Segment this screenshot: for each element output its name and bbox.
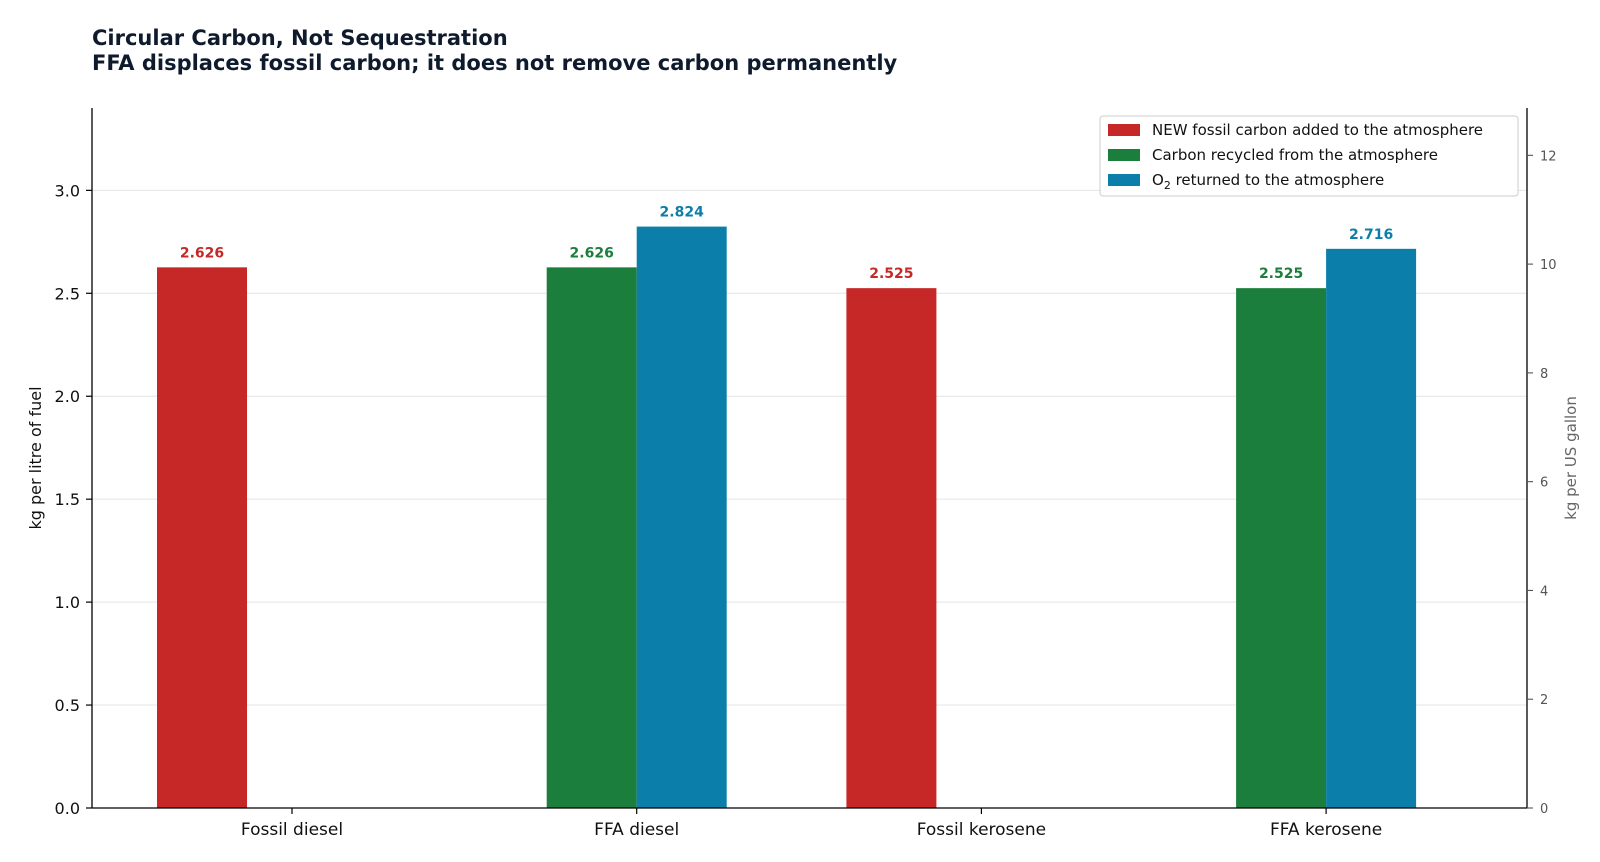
- legend: NEW fossil carbon added to the atmospher…: [1099, 115, 1519, 197]
- legend-label: Carbon recycled from the atmosphere: [1152, 146, 1438, 164]
- legend-label-part: O: [1152, 171, 1164, 189]
- chart-title: Circular Carbon, Not Sequestration: [92, 26, 508, 50]
- y2-axis-ticks: 0 2 4 6 8 10 12: [1527, 149, 1557, 817]
- y2-tick-label: 10: [1540, 258, 1557, 273]
- legend-swatch: [1108, 149, 1140, 161]
- y2-tick-label: 4: [1540, 584, 1548, 599]
- legend-label: NEW fossil carbon added to the atmospher…: [1152, 121, 1483, 139]
- bar-value-label: 2.525: [869, 266, 913, 282]
- bar: [846, 288, 937, 808]
- y-axis-title: kg per litre of fuel: [26, 386, 45, 529]
- y-tick-label: 0.0: [55, 799, 80, 818]
- y2-tick-label: 12: [1540, 149, 1557, 164]
- legend-label-part: returned to the atmosphere: [1171, 171, 1384, 189]
- x-axis-ticks: Fossil diesel FFA diesel Fossil kerosene FF…: [241, 808, 1382, 840]
- bar-value-label: 2.824: [660, 205, 705, 221]
- chart-subtitle: FFA displaces fossil carbon; it does not…: [92, 51, 898, 75]
- bar: [636, 226, 727, 808]
- bar-value-label: 2.525: [1259, 266, 1303, 282]
- y2-tick-label: 2: [1540, 693, 1548, 708]
- legend-label-subscript: 2: [1164, 179, 1171, 192]
- y-tick-label: 1.5: [55, 490, 80, 509]
- y-tick-label: 0.5: [55, 696, 80, 715]
- y-tick-label: 1.0: [55, 593, 80, 612]
- value-labels: 2.626 2.525 2.626 2.525 2.824 2.716: [180, 205, 1393, 283]
- legend-swatch: [1108, 174, 1140, 186]
- y2-tick-label: 0: [1540, 802, 1548, 817]
- bar: [1326, 248, 1417, 808]
- bars: [157, 226, 1417, 809]
- bar-value-label: 2.626: [570, 245, 614, 261]
- legend-box: [1099, 115, 1519, 197]
- x-tick-label: Fossil kerosene: [917, 820, 1046, 840]
- legend-swatch: [1108, 124, 1140, 136]
- y-tick-label: 2.0: [55, 387, 80, 406]
- legend-label: O2 returned to the atmosphere: [1152, 171, 1384, 192]
- bar: [157, 267, 247, 809]
- y2-axis-title: kg per US gallon: [1562, 396, 1580, 520]
- x-tick-label: FFA kerosene: [1270, 820, 1382, 840]
- bar: [1236, 288, 1327, 808]
- x-tick-label: Fossil diesel: [241, 820, 343, 840]
- bar: [546, 267, 637, 809]
- y-tick-label: 3.0: [55, 181, 80, 200]
- y2-tick-label: 8: [1540, 367, 1548, 382]
- y-tick-label: 2.5: [55, 284, 80, 303]
- y2-tick-label: 6: [1540, 476, 1548, 491]
- bar-value-label: 2.626: [180, 245, 224, 261]
- x-tick-label: FFA diesel: [594, 820, 679, 840]
- y-axis-ticks: 0.0 0.5 1.0 1.5 2.0 2.5 3.0: [55, 181, 92, 818]
- bar-value-label: 2.716: [1349, 227, 1393, 243]
